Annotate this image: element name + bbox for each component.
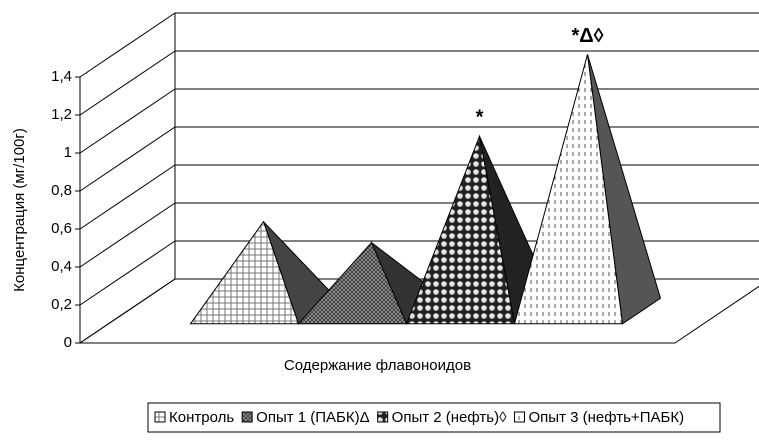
grid-line: [79, 12, 176, 78]
legend-swatch: [154, 411, 166, 423]
grid-line: [79, 202, 176, 268]
pyramid-front: [189, 220, 300, 325]
grid-line: [79, 50, 176, 116]
y-tick-label: 0,2: [51, 296, 72, 313]
y-axis-title: Концентрация (мг/100г): [11, 128, 28, 292]
y-tick-label: 1,4: [51, 68, 72, 85]
annotation: *Δ◊: [571, 25, 603, 47]
y-tick-label: 1: [64, 144, 72, 161]
legend-label: Контроль: [169, 409, 234, 426]
y-tick-label: 0,8: [51, 182, 72, 199]
y-tick-label: 0,6: [51, 220, 72, 237]
pyramid-front: [297, 241, 408, 325]
y-tick-label: 0,4: [51, 258, 72, 275]
annotation: *: [476, 106, 484, 128]
legend-box: [147, 402, 721, 433]
y-tick-label: 0: [64, 334, 72, 351]
legend-label: Опыт 2 (нефть)◊: [392, 409, 507, 426]
legend-swatch: [241, 411, 253, 423]
grid-line: [79, 126, 176, 192]
legend-label: Опыт 1 (ПАБК)Δ: [256, 409, 370, 426]
y-tick-label: 1,2: [51, 106, 72, 123]
pyramid-front: [405, 134, 516, 325]
legend-swatch: [377, 411, 389, 423]
grid-line: [79, 164, 176, 230]
grid-line: [79, 278, 176, 344]
x-tick-label: Содержание флавоноидов: [284, 357, 471, 374]
grid-line: [79, 240, 176, 306]
grid-line: [79, 88, 176, 154]
legend-swatch: [514, 411, 525, 423]
legend-label: Опыт 3 (нефть+ПАБК): [529, 409, 685, 426]
pyramid-front: [513, 54, 624, 325]
